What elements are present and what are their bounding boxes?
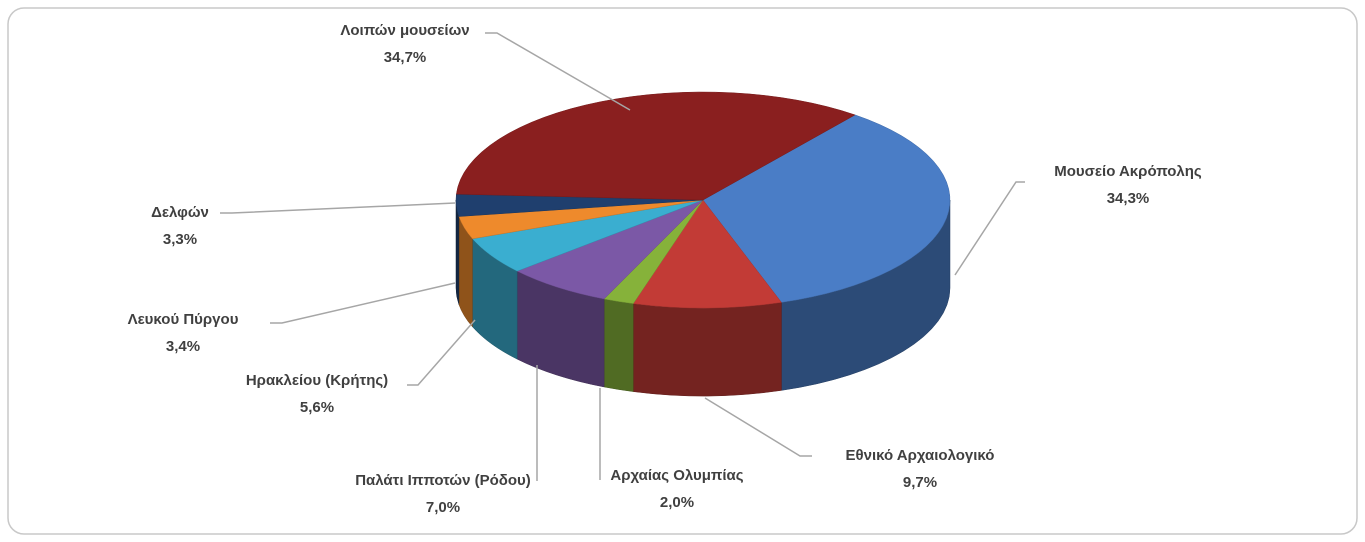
slice-value-label: 7,0% xyxy=(426,499,460,516)
slice-label: Εθνικό Αρχαιολογικό xyxy=(846,447,995,464)
leader-line xyxy=(704,397,812,457)
leader-line xyxy=(954,181,1025,276)
slice-label: Λευκού Πύργου xyxy=(128,311,239,328)
slice-label: Αρχαίας Ολυμπίας xyxy=(610,467,743,484)
slice-value-label: 2,0% xyxy=(660,494,694,511)
slice xyxy=(702,114,951,303)
slice xyxy=(516,199,704,300)
slice-value-label: 3,4% xyxy=(166,338,200,355)
pie-tops xyxy=(455,91,951,309)
leader-line xyxy=(485,32,631,111)
pie-labels: Μουσείο Ακρόπολης 34,3% Εθνικό Αρχαιολογικ… xyxy=(128,22,1202,516)
slice-side xyxy=(603,298,634,392)
slice-label: Λοιπών μουσείων xyxy=(340,22,469,39)
slice-label: Ηρακλείου (Κρήτης) xyxy=(246,372,388,389)
slice-value-label: 9,7% xyxy=(903,474,937,491)
leader-line xyxy=(270,282,456,324)
leader-line xyxy=(407,319,476,386)
slice-value-label: 34,3% xyxy=(1107,190,1150,207)
leader-line xyxy=(220,202,456,214)
slice xyxy=(632,199,782,309)
slice-value-label: 34,7% xyxy=(384,49,427,66)
slice xyxy=(456,91,856,201)
slice-label: Παλάτι Ιπποτών (Ρόδου) xyxy=(355,472,531,489)
slice-label: Δελφών xyxy=(151,204,209,221)
slice-value-label: 5,6% xyxy=(300,399,334,416)
pie-walls xyxy=(455,199,951,397)
slice-label: Μουσείο Ακρόπολης xyxy=(1054,163,1202,180)
slice-side xyxy=(633,302,782,397)
slice-value-label: 3,3% xyxy=(163,231,197,248)
